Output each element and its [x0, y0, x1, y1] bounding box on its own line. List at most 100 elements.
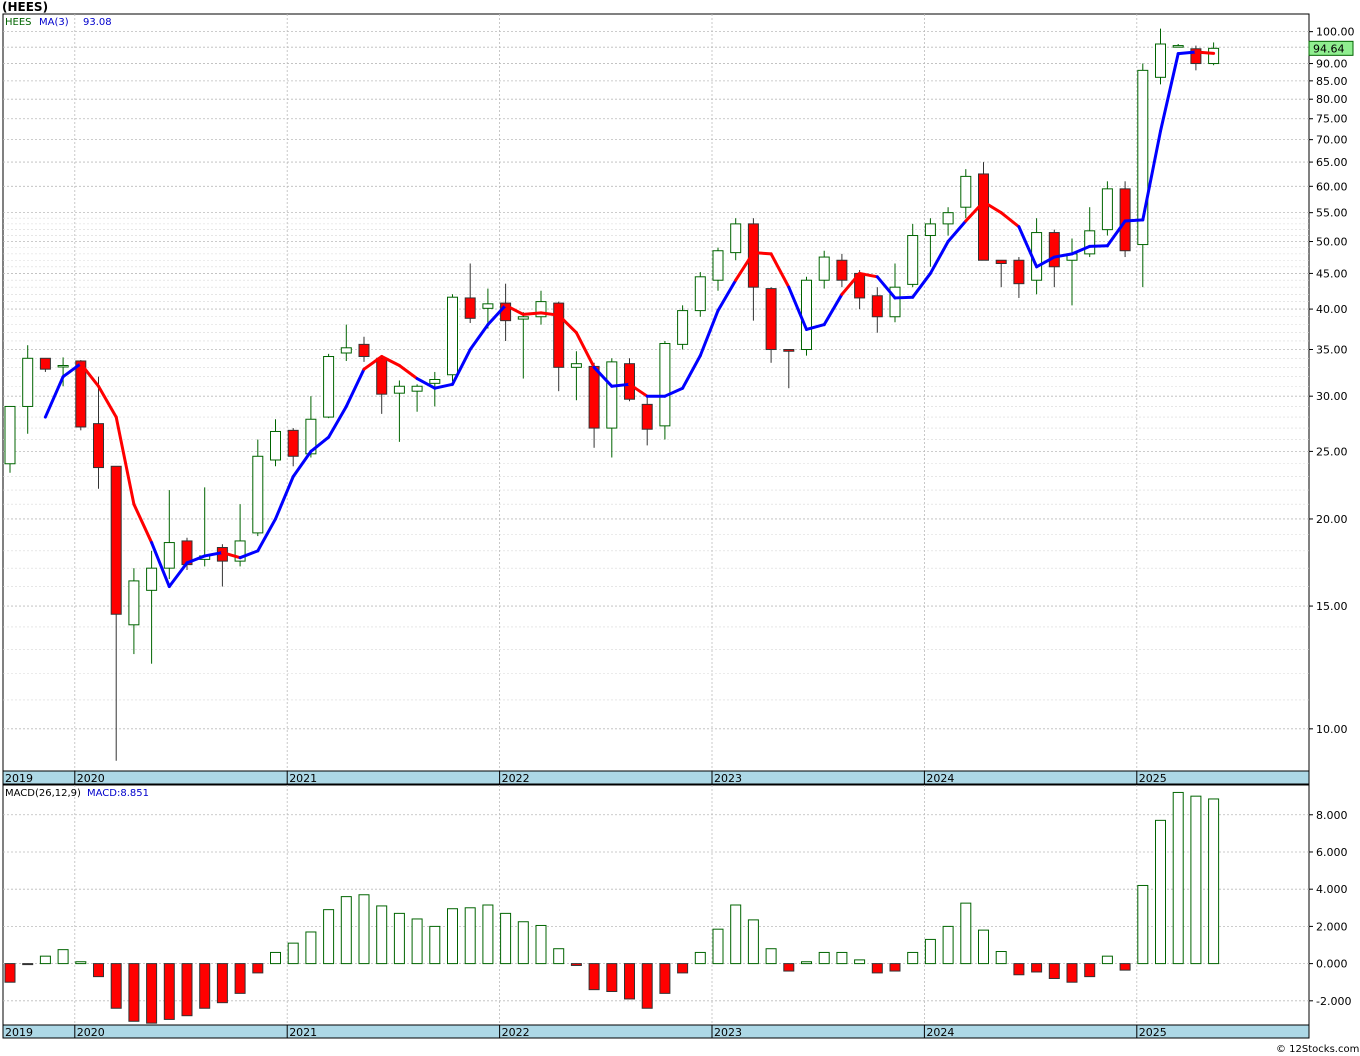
candle	[924, 218, 936, 267]
price-axis-label: 2021	[289, 772, 317, 785]
candle-body	[801, 279, 812, 351]
candle-body	[570, 363, 582, 368]
ma-segment	[964, 200, 985, 223]
macd-bar	[659, 963, 671, 994]
ma-segment	[1123, 218, 1145, 223]
macd-bar	[1048, 963, 1060, 979]
macd-bar	[588, 963, 600, 991]
price-tick-label: 30.00	[1316, 390, 1348, 403]
ma-segment	[982, 200, 1003, 215]
price-tick-label: 20.00	[1316, 513, 1348, 526]
candle-body	[1013, 259, 1025, 285]
candle	[606, 358, 618, 458]
candle-body	[553, 302, 565, 368]
candle	[234, 504, 246, 567]
ma-segment	[751, 251, 773, 256]
macd-bar	[712, 928, 724, 965]
candle	[535, 290, 547, 325]
ma-segment	[1088, 244, 1109, 248]
macd-bar	[1155, 819, 1166, 965]
macd-bar	[1190, 795, 1202, 965]
ma-segment	[238, 549, 260, 560]
macd-bar	[747, 919, 759, 965]
macd-bar	[75, 961, 87, 965]
macd-bar	[128, 963, 140, 1022]
ma-segment	[999, 211, 1021, 229]
macd-bar	[1101, 955, 1113, 965]
ma-segment	[875, 275, 897, 300]
candle	[393, 380, 405, 442]
macd-axis-label: 2024	[926, 1026, 954, 1039]
candle	[889, 263, 901, 323]
ma-segment	[43, 375, 65, 419]
ma-segment	[557, 313, 578, 335]
candle-body	[340, 347, 352, 354]
ma-segment	[628, 382, 649, 398]
candle	[801, 276, 812, 356]
macd-bar	[163, 963, 175, 1020]
candle-body	[1172, 45, 1184, 48]
ma-segment	[787, 285, 808, 331]
candle	[287, 428, 299, 467]
ma-segment	[362, 355, 384, 371]
candle	[482, 288, 494, 329]
candle-body	[641, 403, 653, 430]
ma-segment	[220, 551, 242, 560]
price-tick-label: 70.00	[1316, 134, 1348, 147]
price-legend-value: 93.08	[83, 17, 112, 28]
macd-bar	[429, 925, 441, 965]
candle	[978, 162, 989, 261]
candle	[1101, 181, 1113, 236]
ma-segment	[698, 309, 720, 358]
candle-body	[57, 365, 69, 368]
ma-segment	[150, 541, 171, 589]
macd-bar	[960, 902, 972, 965]
candle	[995, 259, 1007, 288]
price-tick-label: 25.00	[1316, 445, 1348, 458]
candle-body	[22, 357, 34, 407]
candle	[163, 490, 175, 580]
macd-bar	[1119, 963, 1131, 971]
candle	[1137, 63, 1149, 288]
candle	[1155, 28, 1166, 85]
candle-body	[606, 361, 618, 429]
macd-bar	[677, 963, 689, 974]
candle	[270, 419, 281, 467]
macd-axis-label: 2025	[1139, 1026, 1167, 1039]
candle-body	[747, 223, 759, 288]
candle-body	[110, 465, 122, 615]
macd-bar	[641, 963, 653, 1009]
macd-bar	[305, 931, 317, 965]
macd-bar	[535, 924, 547, 965]
candle-body	[252, 455, 264, 534]
macd-tick-label: 6.000	[1316, 846, 1348, 859]
macd-bar	[783, 963, 795, 972]
candle-body	[358, 343, 370, 358]
macd-bar	[146, 963, 158, 1024]
macd-bar	[995, 951, 1007, 965]
macd-bar	[199, 963, 211, 1009]
candle-body	[447, 296, 458, 376]
price-tick-label: 55.00	[1316, 207, 1348, 220]
ma-segment	[167, 561, 189, 589]
candle	[694, 272, 706, 317]
ma-segment	[1070, 244, 1092, 256]
candle-body	[146, 567, 158, 591]
price-tick-label: 90.00	[1316, 58, 1348, 71]
macd-axis-label: 2023	[714, 1026, 742, 1039]
candle-body	[818, 256, 830, 281]
candle-body	[677, 310, 689, 345]
candle	[1172, 44, 1184, 48]
price-tick-label: 60.00	[1316, 180, 1348, 193]
macd-bar	[694, 951, 706, 965]
ma-segment	[716, 278, 738, 313]
macd-bar	[730, 904, 742, 965]
macd-bar	[234, 963, 246, 994]
candle	[836, 253, 848, 288]
ma-segment	[1017, 225, 1039, 269]
ma-segment	[928, 240, 950, 275]
ma-segment	[79, 362, 100, 388]
macd-bar	[942, 925, 954, 965]
ma-segment	[893, 295, 915, 300]
